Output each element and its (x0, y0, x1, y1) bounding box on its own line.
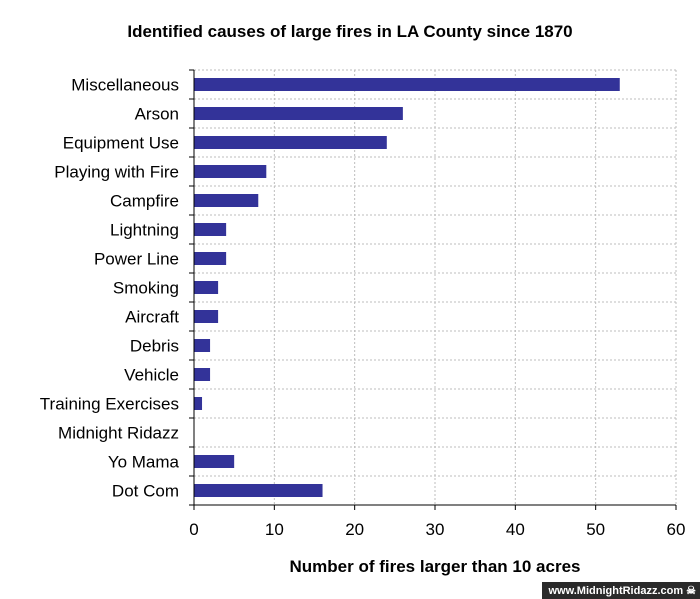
bar (194, 252, 227, 265)
watermark-text: www.MidnightRidazz.com (548, 585, 684, 597)
x-tick-label: 40 (506, 520, 525, 539)
bar (194, 397, 203, 410)
category-label: Midnight Ridazz (58, 424, 179, 443)
bar (194, 455, 235, 468)
bar (194, 223, 227, 236)
labels-layer: Miscellaneous Arson Equipment Use Playing w… (40, 76, 180, 501)
x-axis-label: Number of fires larger than 10 acres (289, 557, 581, 576)
category-label: Power Line (94, 250, 179, 269)
bars-layer (194, 78, 620, 497)
category-label: Miscellaneous (71, 76, 179, 95)
chart-title: Identified causes of large fires in LA C… (127, 22, 573, 41)
grid-layer (194, 69, 677, 505)
x-tick-label: 0 (189, 520, 198, 539)
x-tick-label: 20 (345, 520, 364, 539)
bar (194, 194, 259, 207)
category-label: Dot Com (112, 482, 179, 501)
category-label: Smoking (113, 279, 179, 298)
bar (194, 281, 219, 294)
bar (194, 310, 219, 323)
category-label: Aircraft (125, 308, 179, 327)
bar (194, 136, 387, 149)
category-label: Campfire (110, 192, 179, 211)
category-label: Equipment Use (63, 134, 179, 153)
bar (194, 78, 620, 91)
bar (194, 339, 211, 352)
bar (194, 107, 403, 120)
bar (194, 484, 323, 497)
category-label: Arson (135, 105, 179, 124)
x-tick-label: 10 (265, 520, 284, 539)
category-label: Lightning (110, 221, 179, 240)
category-label: Debris (130, 337, 179, 356)
category-label: Yo Mama (108, 453, 180, 472)
skull-icon: ☠ (686, 585, 696, 597)
axis-layer: 0 10 20 30 40 50 60 (189, 69, 686, 539)
x-tick-label: 30 (426, 520, 445, 539)
watermark: www.MidnightRidazz.com ☠ (542, 582, 700, 599)
category-label: Playing with Fire (54, 163, 179, 182)
x-tick-label: 60 (667, 520, 686, 539)
x-tick-label: 50 (586, 520, 605, 539)
category-label: Vehicle (124, 366, 179, 385)
bar (194, 368, 211, 381)
category-label: Training Exercises (40, 395, 179, 414)
bar (194, 165, 267, 178)
